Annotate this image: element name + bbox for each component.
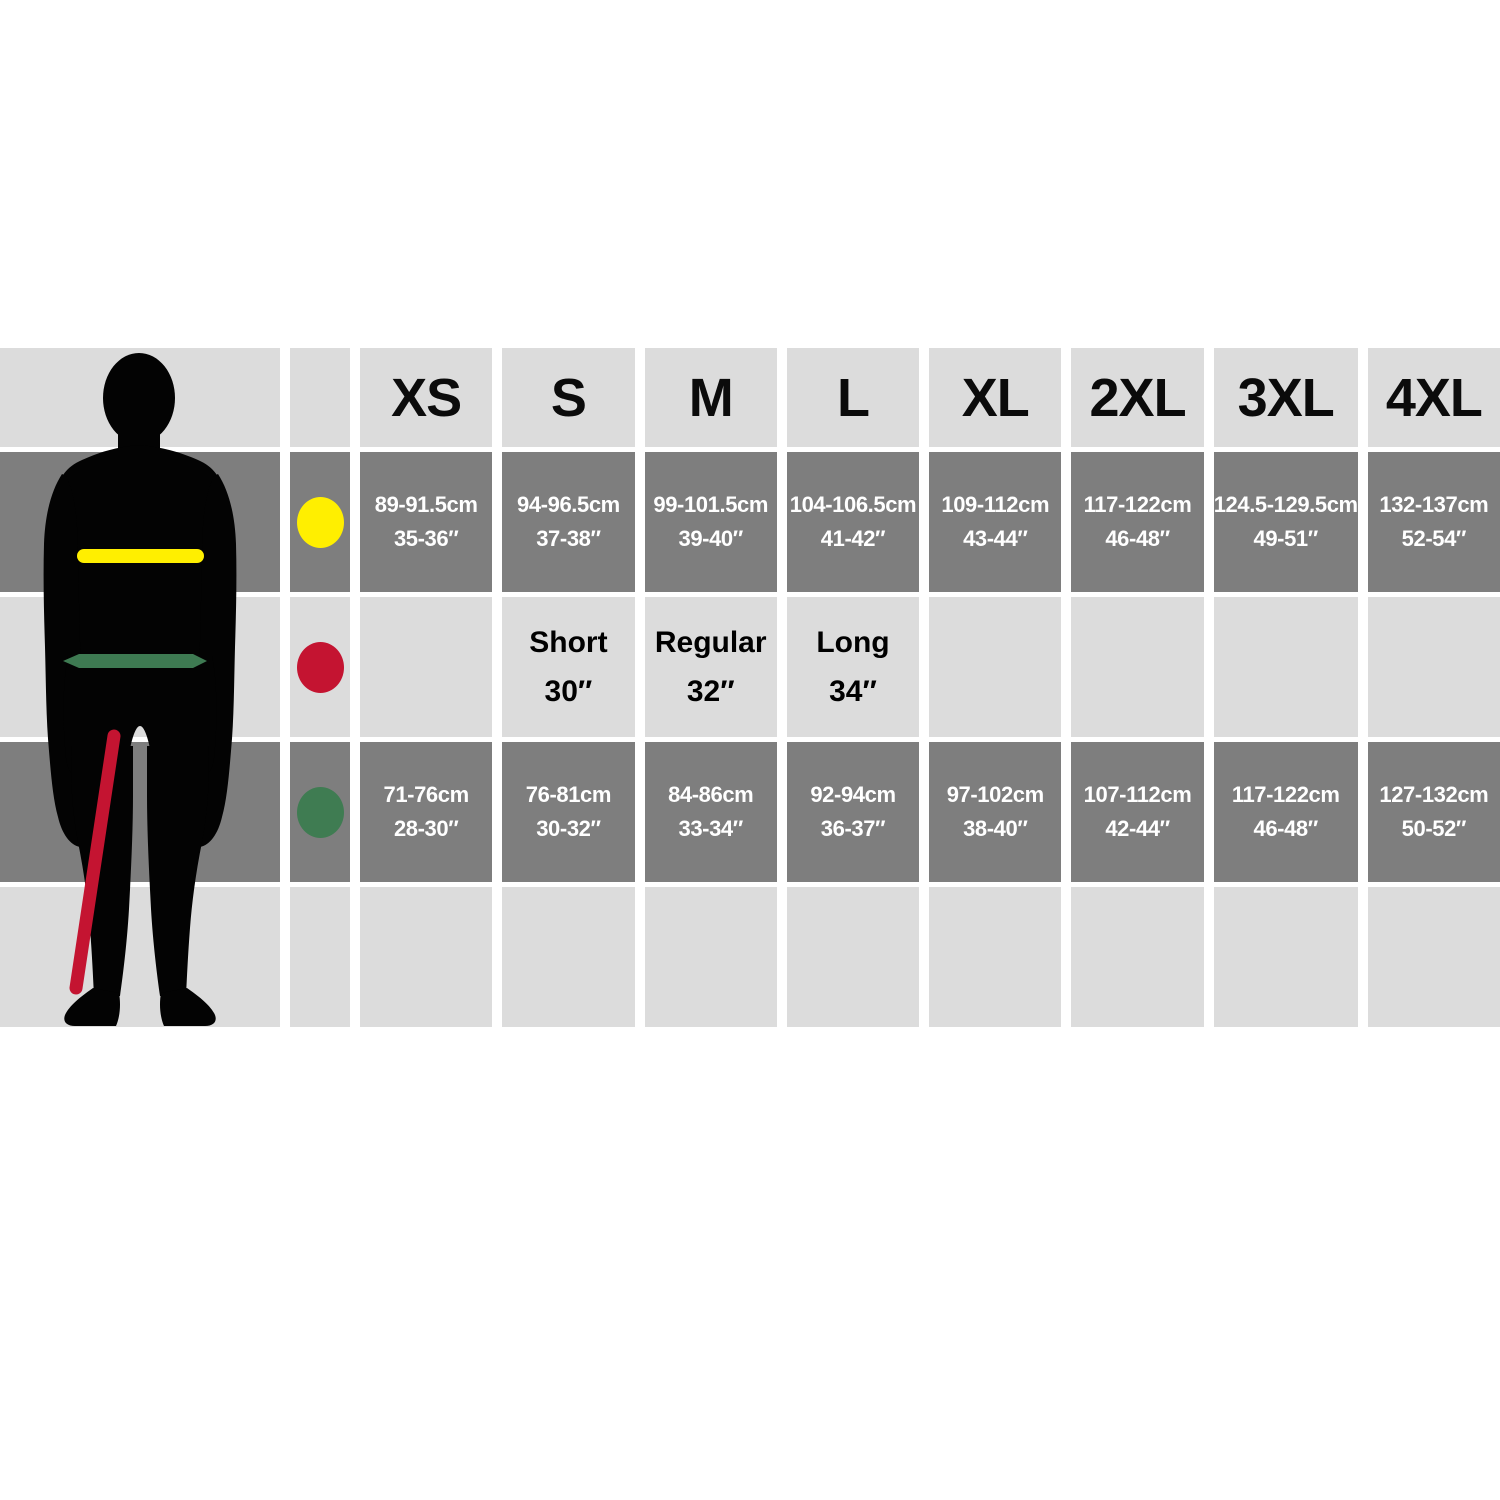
- chest-cell-xs: 89-91.5cm 35-36″: [360, 452, 493, 592]
- chest-row-marker-cell: [290, 452, 350, 592]
- waist-cell-m: 84-86cm 33-34″: [644, 742, 777, 882]
- waist-cm-s: 76-81cm: [525, 782, 612, 807]
- waist-cm-3xl: 117-122cm: [1231, 782, 1340, 807]
- leg-cell-l: Long 34″: [786, 597, 920, 737]
- waist-cm-2xl: 107-112cm: [1083, 782, 1192, 807]
- chest-cell-m: 99-101.5cm 39-40″: [644, 452, 777, 592]
- chest-cell-2xl: 117-122cm 46-48″: [1071, 452, 1204, 592]
- waist-cell-4xl: 127-132cm 50-52″: [1367, 742, 1500, 882]
- red-dot-icon: [296, 641, 344, 693]
- waist-in-xs: 28-30″: [393, 816, 459, 841]
- body-shape: [43, 353, 237, 1026]
- chest-cell-3xl: 124.5-129.5cm 49-51″: [1213, 452, 1358, 592]
- chest-in-3xl: 49-51″: [1253, 526, 1319, 551]
- waist-cell-l: 92-94cm 36-37″: [786, 742, 920, 882]
- chest-in-xl: 43-44″: [963, 526, 1028, 551]
- leg-cell-s: Short 30″: [502, 597, 635, 737]
- waist-in-s: 30-32″: [536, 816, 601, 841]
- marker-column-header: [290, 348, 350, 447]
- empty-cell-l: [786, 887, 920, 1027]
- chest-cm-4xl: 132-137cm: [1379, 492, 1489, 517]
- waist-in-m: 33-34″: [678, 816, 744, 841]
- size-col-header-2xl: 2XL: [1071, 348, 1204, 447]
- figure-backdrop-feet-band: [0, 887, 280, 1027]
- leg-cell-3xl: [1213, 597, 1358, 737]
- chest-in-m: 39-40″: [678, 526, 744, 551]
- leg-in-m: 32″: [686, 675, 735, 708]
- leg-cell-xl: [929, 597, 1062, 737]
- chest-in-2xl: 46-48″: [1105, 526, 1170, 551]
- size-col-header-xs: XS: [360, 348, 493, 447]
- leg-label-s: Short: [529, 626, 608, 659]
- empty-cell-m: [644, 887, 777, 1027]
- size-col-header-xl: XL: [929, 348, 1062, 447]
- chest-cm-xl: 109-112cm: [941, 492, 1050, 517]
- size-col-header-l: L: [786, 348, 920, 447]
- figure-backdrop-thigh-band: [0, 742, 280, 882]
- waist-cell-xs: 71-76cm 28-30″: [360, 742, 493, 882]
- chest-cm-l: 104-106.5cm: [789, 492, 917, 517]
- size-col-header-s: S: [502, 348, 635, 447]
- chest-in-xs: 35-36″: [393, 526, 459, 551]
- leg-label-m: Regular: [654, 626, 767, 659]
- empty-cell-xs: [360, 887, 493, 1027]
- waist-cell-s: 76-81cm 30-32″: [502, 742, 635, 882]
- chest-measure-line: [77, 549, 204, 563]
- chest-in-4xl: 52-54″: [1401, 526, 1467, 551]
- green-dot-icon: [296, 786, 344, 838]
- leg-cell-2xl: [1071, 597, 1204, 737]
- empty-cell-xl: [929, 887, 1062, 1027]
- size-col-header-4xl: 4XL: [1367, 348, 1500, 447]
- inseam-measure-line: [69, 729, 121, 995]
- size-chart-table: XS S M L XL 2XL 3XL 4XL 89-91.5cm 35-36″…: [0, 348, 1500, 1027]
- waist-cm-l: 92-94cm: [810, 782, 896, 807]
- size-col-header-m: M: [644, 348, 777, 447]
- waist-cm-xs: 71-76cm: [383, 782, 470, 807]
- empty-cell-4xl: [1367, 887, 1500, 1027]
- empty-cell-2xl: [1071, 887, 1204, 1027]
- waist-in-3xl: 46-48″: [1253, 816, 1319, 841]
- leg-in-s: 30″: [544, 675, 593, 708]
- leg-label-l: Long: [816, 626, 890, 659]
- empty-cell-s: [502, 887, 635, 1027]
- waist-cm-4xl: 127-132cm: [1379, 782, 1489, 807]
- chest-cm-m: 99-101.5cm: [653, 492, 769, 517]
- waist-cell-2xl: 107-112cm 42-44″: [1071, 742, 1204, 882]
- waist-cm-xl: 97-102cm: [946, 782, 1045, 807]
- chest-cm-2xl: 117-122cm: [1083, 492, 1192, 517]
- waist-cm-m: 84-86cm: [668, 782, 754, 807]
- waist-in-4xl: 50-52″: [1401, 816, 1467, 841]
- male-body-silhouette: [43, 353, 237, 1026]
- leg-cell-m: Regular 32″: [644, 597, 777, 737]
- waist-in-l: 36-37″: [820, 816, 886, 841]
- leg-cell-xs: [360, 597, 493, 737]
- waist-measure-line: [63, 654, 207, 668]
- chest-in-l: 41-42″: [820, 526, 886, 551]
- leg-row-marker-cell: [290, 597, 350, 737]
- marker-column-footer: [290, 887, 350, 1027]
- size-col-header-3xl: 3XL: [1213, 348, 1358, 447]
- chest-in-s: 37-38″: [536, 526, 601, 551]
- waist-row-marker-cell: [290, 742, 350, 882]
- chest-cm-xs: 89-91.5cm: [374, 492, 478, 517]
- chest-cell-4xl: 132-137cm 52-54″: [1367, 452, 1500, 592]
- waist-cell-xl: 97-102cm 38-40″: [929, 742, 1062, 882]
- chest-cell-s: 94-96.5cm 37-38″: [502, 452, 635, 592]
- empty-cell-3xl: [1213, 887, 1358, 1027]
- chest-cm-3xl: 124.5-129.5cm: [1213, 492, 1358, 517]
- waist-in-xl: 38-40″: [963, 816, 1028, 841]
- waist-cell-3xl: 117-122cm 46-48″: [1213, 742, 1358, 882]
- chest-cell-l: 104-106.5cm 41-42″: [786, 452, 920, 592]
- leg-in-l: 34″: [829, 675, 877, 708]
- leg-cell-4xl: [1367, 597, 1500, 737]
- yellow-dot-icon: [296, 496, 344, 548]
- waist-in-2xl: 42-44″: [1105, 816, 1170, 841]
- chest-cell-xl: 109-112cm 43-44″: [929, 452, 1062, 592]
- chest-cm-s: 94-96.5cm: [517, 492, 620, 517]
